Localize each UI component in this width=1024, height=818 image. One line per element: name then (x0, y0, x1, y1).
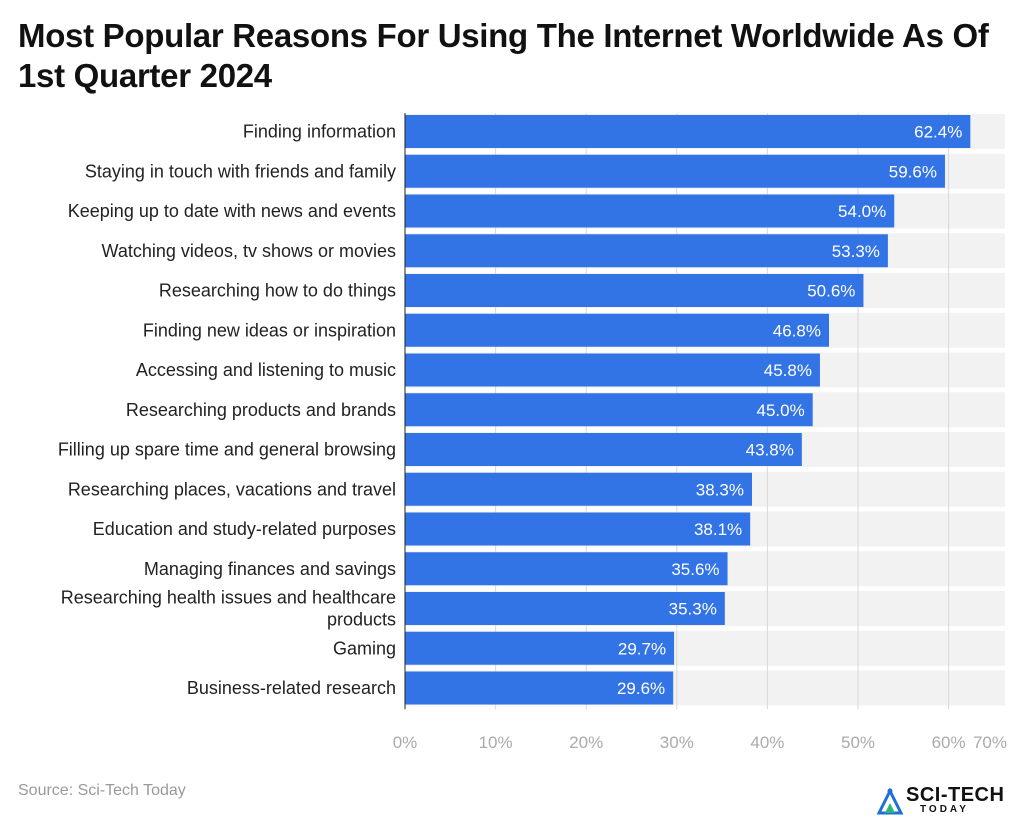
bar (405, 631, 675, 665)
data-label: 38.1% (694, 520, 742, 539)
data-label: 62.4% (914, 123, 962, 142)
brand-tagline: TODAY (920, 804, 969, 815)
data-label: 53.3% (832, 242, 880, 261)
category-label: Researching how to do things (159, 281, 396, 301)
category-label: Accessing and listening to music (136, 360, 396, 380)
bar (405, 194, 895, 228)
x-tick-label: 20% (569, 733, 603, 752)
category-label: Finding new ideas or inspiration (143, 320, 396, 340)
data-label: 35.6% (671, 560, 719, 579)
brand-name: SCI-TECH (906, 784, 1005, 806)
category-label: Researching places, vacations and travel (68, 479, 396, 499)
category-label: Business-related research (187, 678, 396, 698)
x-tick-label: 40% (750, 733, 784, 752)
category-label: Watching videos, tv shows or movies (102, 241, 396, 261)
category-label: Filling up spare time and general browsi… (58, 440, 396, 460)
x-tick-label: 0% (393, 733, 418, 752)
data-label: 29.7% (618, 639, 666, 658)
bar (405, 115, 971, 148)
bar (405, 154, 945, 188)
source-note: Source: Sci-Tech Today (18, 782, 186, 799)
bar (405, 234, 888, 268)
category-labels: Finding information Staying in touch with… (58, 122, 396, 699)
x-axis-tick-labels: 0% 10% 20% 30% 40% 50% 60% 70% (393, 733, 1007, 752)
category-label: Researching health issues and healthcare… (61, 588, 396, 630)
category-label: Staying in touch with friends and family (85, 161, 396, 181)
bars (405, 115, 971, 705)
category-label: Gaming (333, 638, 396, 658)
value-labels: 62.4% 59.6% 54.0% 53.3% 50.6% 46.8% 45.8% 45.0%… (617, 123, 962, 699)
bar (405, 274, 864, 307)
data-label: 45.0% (756, 401, 804, 420)
x-tick-label: 50% (841, 733, 875, 752)
data-label: 29.6% (617, 679, 665, 698)
bar (405, 512, 751, 546)
data-label: 59.6% (889, 162, 937, 181)
data-label: 35.3% (669, 600, 717, 619)
data-label: 45.8% (764, 361, 812, 380)
bar (405, 472, 752, 506)
bar-chart: Finding information Staying in touch with… (58, 113, 1007, 752)
bar (405, 353, 820, 387)
bar (405, 592, 725, 625)
category-label: Finding information (243, 122, 396, 142)
sci-tech-logo-icon (876, 787, 904, 815)
bar (405, 671, 674, 705)
data-label: 54.0% (838, 202, 886, 221)
x-tick-label: 10% (479, 733, 513, 752)
x-tick-label: 30% (660, 733, 694, 752)
category-label: Researching products and brands (126, 400, 396, 420)
data-label: 43.8% (746, 441, 794, 460)
data-label: 50.6% (807, 282, 855, 301)
x-tick-label: 60% (932, 733, 966, 752)
category-label: Education and study-related purposes (93, 519, 396, 539)
bar (405, 313, 830, 347)
bar (405, 552, 728, 586)
category-label: Keeping up to date with news and events (68, 201, 396, 221)
data-label: 46.8% (773, 321, 821, 340)
data-label: 38.3% (696, 480, 744, 499)
x-tick-label: 70% (973, 733, 1007, 752)
category-label: Managing finances and savings (144, 559, 396, 579)
bar (405, 433, 802, 466)
chart-title: Most Popular Reasons For Using The Inter… (18, 17, 989, 94)
bar (405, 393, 813, 427)
brand-logo: SCI-TECH TODAY (876, 784, 1024, 818)
